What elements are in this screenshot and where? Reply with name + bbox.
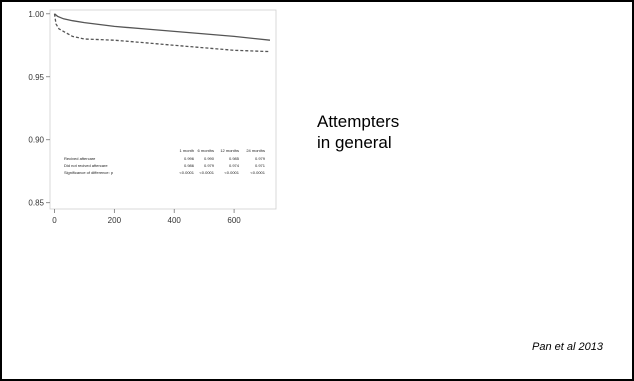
table-header-cell: 24 months [246,148,265,153]
table-header-cell: 1 month [180,148,194,153]
table-cell: <0.0001 [179,170,194,175]
series-line-2 [53,13,271,53]
survival-chart: 0.85 0.90 0.95 1.00 0 200 400 600 1 month 6 mont… [28,9,277,225]
table-cell: <0.0001 [224,170,239,175]
series-line-1 [54,13,271,41]
table-cell: 0.974 [229,163,240,168]
table-cell: 0.971 [255,163,266,168]
slide-caption: Attempters in general [317,111,399,153]
table-cell: <0.0001 [199,170,214,175]
x-tick-label: 0 [52,216,57,225]
y-tick-label: 0.85 [28,199,44,208]
caption-line-1: Attempters [317,112,400,131]
table-header-cell: 6 months [198,148,214,153]
table-cell: 0.979 [204,163,215,168]
table-cell: 0.985 [229,156,240,161]
table-cell: 0.996 [184,156,195,161]
citation: Pan et al 2013 [532,341,603,353]
table-row-label: Did not recived aftercare [64,163,108,168]
series-layer [53,13,271,53]
table-cell: 0.986 [184,163,195,168]
x-tick-label: 600 [227,216,241,225]
y-tick-label: 0.95 [28,73,44,82]
plot-area [49,9,277,210]
axes: 0.85 0.90 0.95 1.00 0 200 400 600 [28,10,241,225]
y-tick-label: 0.90 [28,136,44,145]
table-header-cell: 12 months [220,148,239,153]
table-cell: <0.0001 [250,170,265,175]
table-row-label: Significance of difference: p [64,170,114,175]
table-cell: 0.979 [255,156,266,161]
inset-table: 1 month 6 months 12 months 24 months Recived… [64,148,266,175]
table-cell: 0.990 [204,156,215,161]
x-tick-label: 200 [108,216,122,225]
caption-line-2: in general [317,133,392,152]
y-tick-label: 1.00 [28,10,44,19]
table-row-label: Recived aftercare [64,156,96,161]
x-tick-label: 400 [168,216,182,225]
